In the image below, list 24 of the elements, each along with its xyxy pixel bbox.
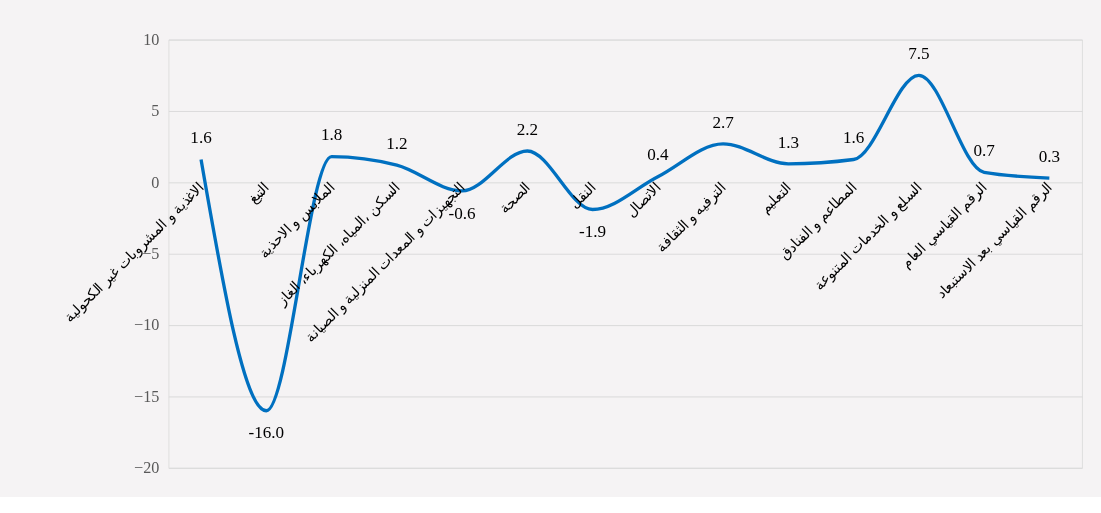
y-tick-label: 10 <box>143 30 160 48</box>
text: 1.3 <box>777 132 800 152</box>
x-tick-label: النقل <box>566 178 599 212</box>
y-tick-label: −20 <box>134 459 160 477</box>
x-tick-label: التبغ <box>244 178 273 208</box>
text: -1.9 <box>579 222 607 242</box>
text: 0.7 <box>973 141 995 161</box>
text: 2.7 <box>712 112 734 132</box>
x-tick-label: الاتصال <box>622 178 664 220</box>
text: 0.4 <box>647 145 669 165</box>
y-tick-label: 5 <box>151 102 160 120</box>
x-tick-label: الصحة <box>495 178 534 217</box>
text: 1.6 <box>842 128 865 148</box>
text: 1.2 <box>386 134 408 154</box>
x-tick-label: التعليم <box>756 178 795 218</box>
text: 7.5 <box>908 44 930 64</box>
y-tick-label: −15 <box>134 387 160 405</box>
y-tick-label: 0 <box>151 173 160 191</box>
text: 1.6 <box>190 128 212 148</box>
text: 2.2 <box>516 119 539 139</box>
text: 0.3 <box>1038 146 1061 166</box>
text: -16.0 <box>248 423 285 443</box>
y-tick-label: −10 <box>134 316 160 334</box>
text: 1.8 <box>320 125 343 145</box>
